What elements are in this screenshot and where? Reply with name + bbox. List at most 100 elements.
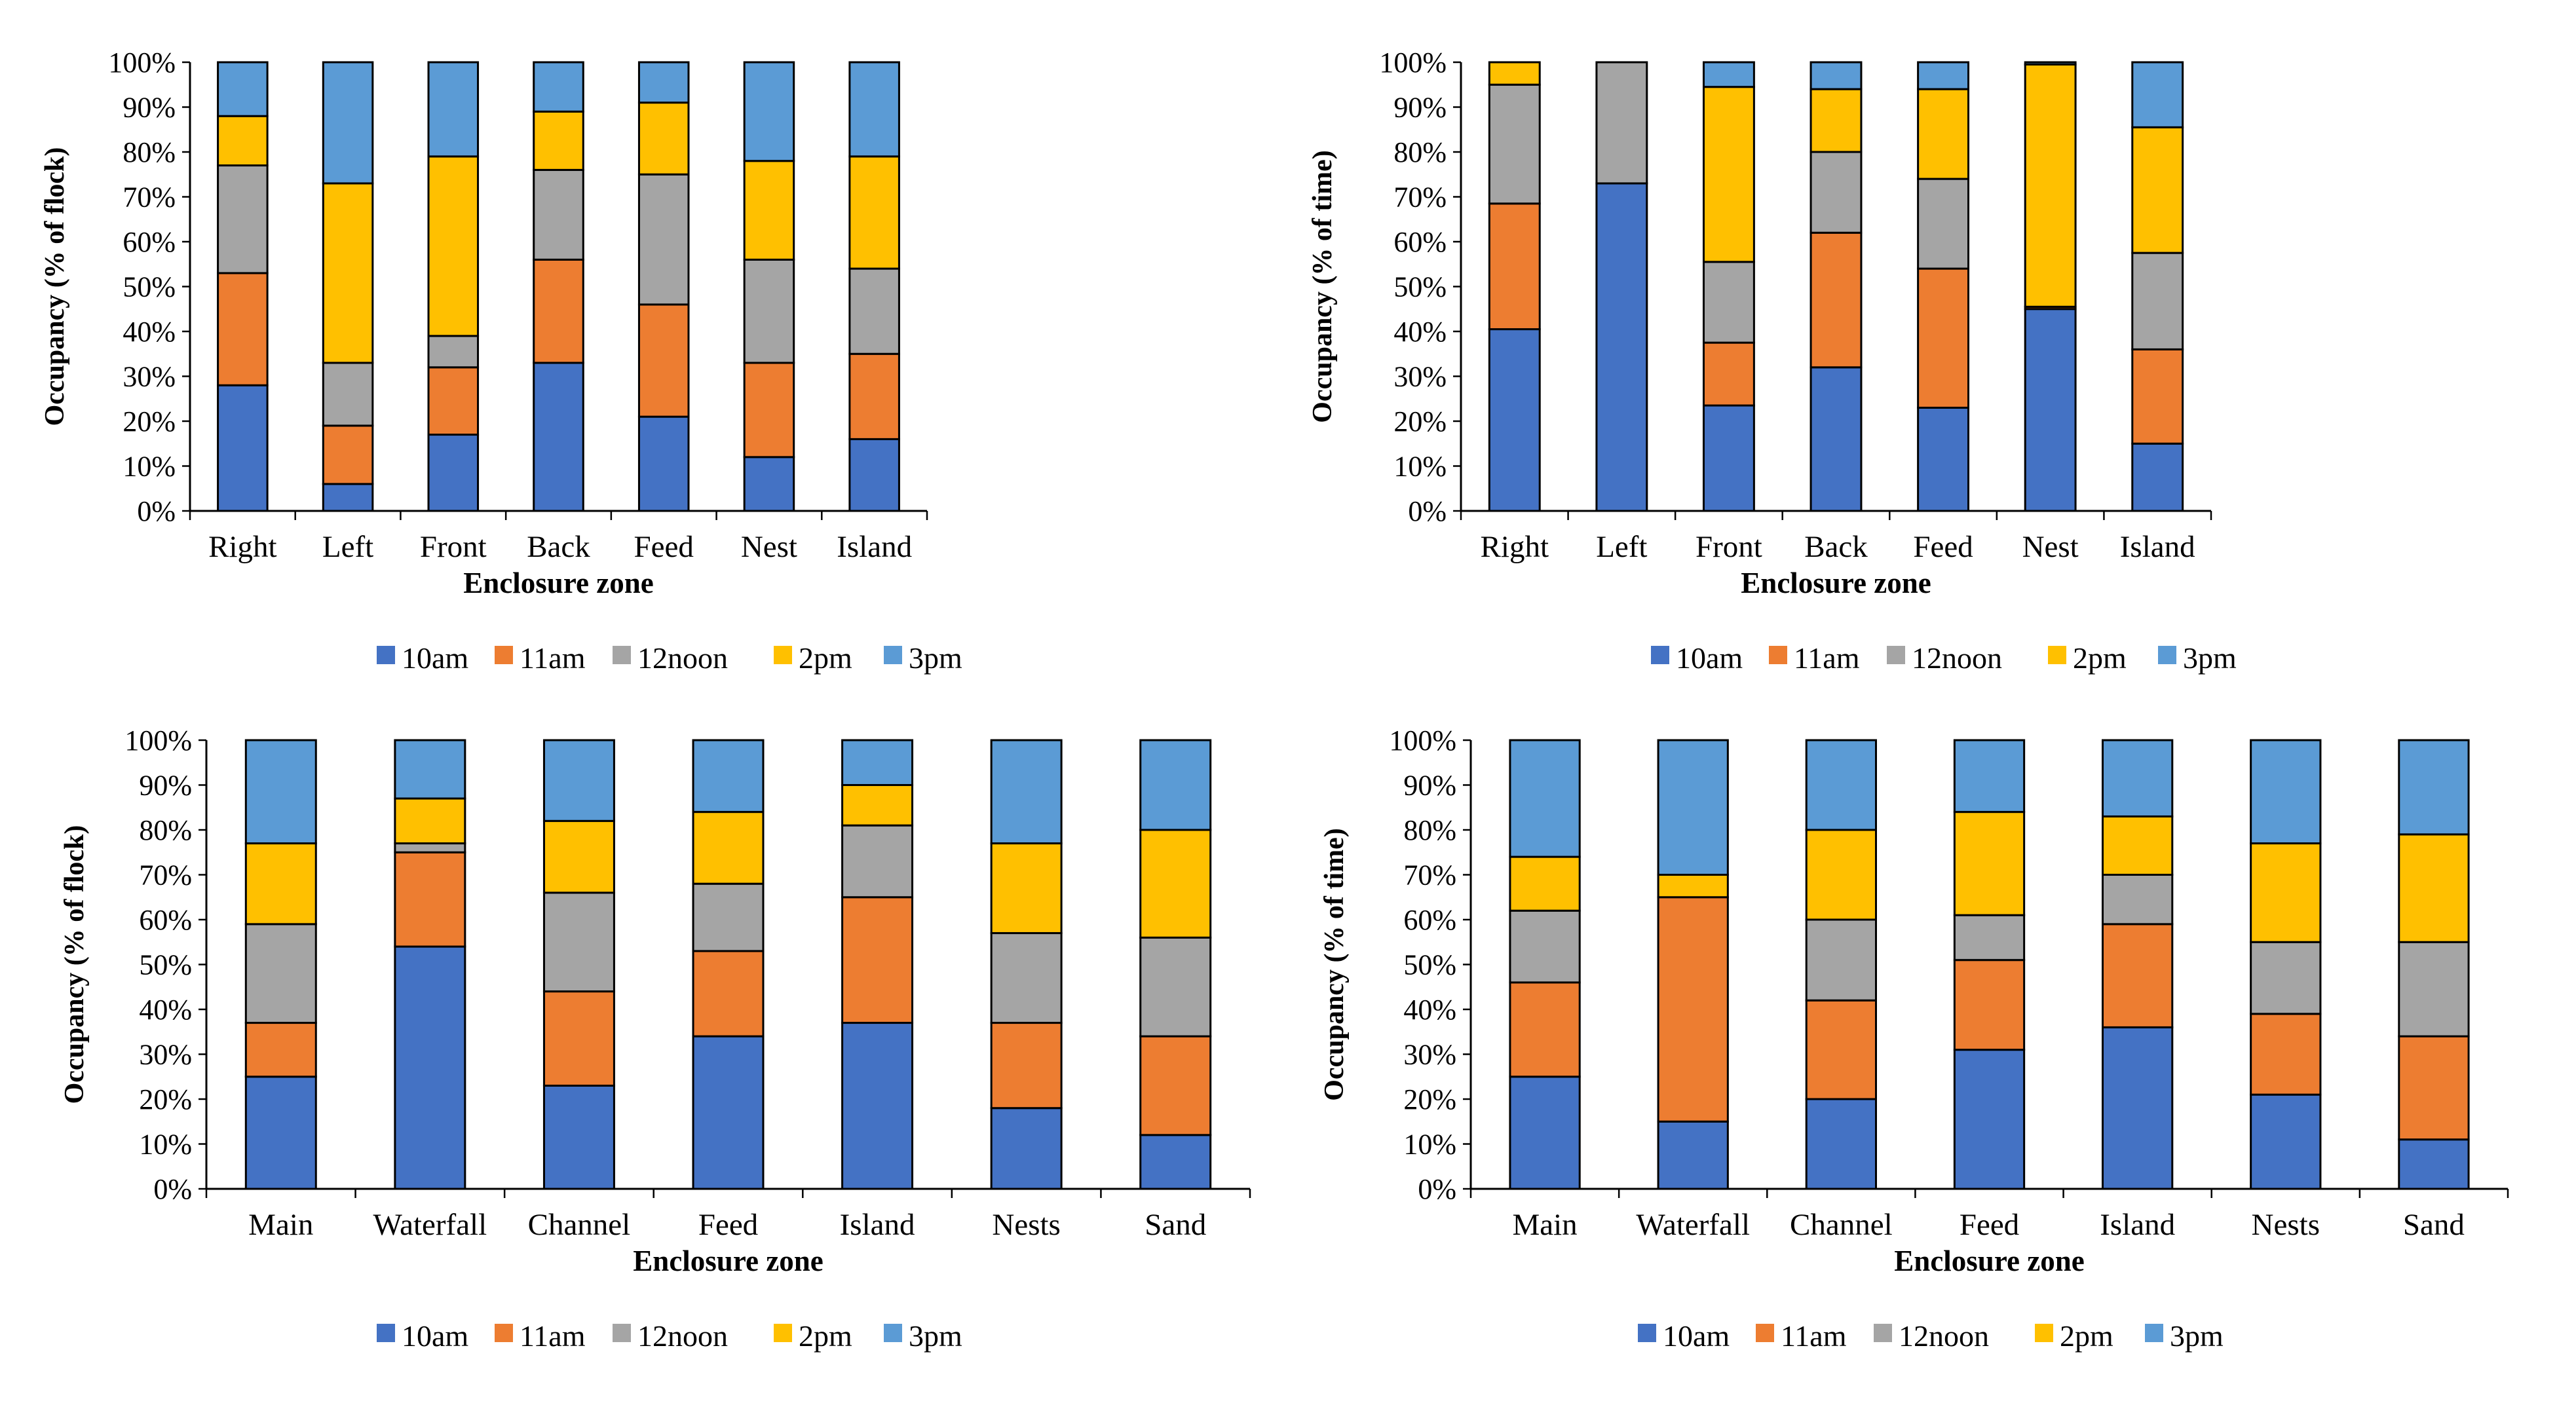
chart-panel-1: Right Left Front Back Feed Nest Island 0% 10% 20%… bbox=[40, 47, 962, 675]
y-tick-label: 50% bbox=[1393, 271, 1447, 303]
y-tick-label: 30% bbox=[139, 1039, 192, 1071]
bar-island-10am bbox=[2131, 442, 2184, 512]
bar-sand-3pm bbox=[1139, 739, 1212, 831]
bar-back-10am bbox=[533, 362, 584, 512]
x-tick-label: Main bbox=[1512, 1208, 1577, 1242]
y-tick-label: 40% bbox=[1403, 994, 1456, 1026]
bar-back-2pm bbox=[533, 110, 584, 171]
x-axis-title: Enclosure zone bbox=[1894, 1245, 2084, 1277]
bar-island-12noon bbox=[841, 824, 914, 899]
x-tick-label: Waterfall bbox=[1636, 1208, 1750, 1242]
x-tick-label: Sand bbox=[1145, 1208, 1206, 1242]
bar-feed-2pm bbox=[692, 811, 765, 885]
x-tick-label: Island bbox=[837, 530, 912, 564]
x-tick-label: Left bbox=[322, 530, 373, 564]
bar-nests-3pm bbox=[990, 739, 1063, 845]
bar-nests-2pm bbox=[990, 842, 1063, 935]
bar-channel-2pm bbox=[542, 819, 615, 894]
legend-label-10am: 10am bbox=[402, 641, 468, 675]
bar-nests-11am bbox=[990, 1022, 1063, 1110]
chart-panel-2: Right Left Front Back Feed Nest Island 0% 10% 20%… bbox=[1308, 47, 2237, 675]
bar-back-2pm bbox=[1809, 88, 1863, 153]
bar-right-12noon bbox=[217, 164, 269, 274]
bar-front-10am bbox=[427, 434, 480, 512]
y-axis-title: Occupancy (% of flock) bbox=[60, 825, 90, 1104]
bar-main-2pm bbox=[244, 842, 317, 926]
bar-waterfall-3pm bbox=[394, 739, 466, 800]
x-tick-label: Left bbox=[1596, 530, 1647, 564]
bar-main-3pm bbox=[1509, 739, 1581, 858]
chart-panel-4: Main Waterfall Channel Feed Island Nests Sand 0… bbox=[1319, 724, 2509, 1353]
legend-label-2pm: 2pm bbox=[799, 1319, 852, 1353]
bar-front-3pm bbox=[1702, 61, 1755, 88]
bar-island-3pm bbox=[2101, 739, 2174, 817]
legend-swatch-11am bbox=[1769, 646, 1787, 664]
bar-main-11am bbox=[1509, 981, 1581, 1078]
y-tick-label: 20% bbox=[1393, 405, 1447, 438]
y-tick-label: 0% bbox=[1408, 495, 1447, 527]
x-tick-label: Island bbox=[2120, 530, 2195, 564]
y-tick-label: 100% bbox=[1379, 47, 1447, 79]
x-tick-label: Island bbox=[840, 1208, 915, 1242]
bar-nests-2pm bbox=[2250, 842, 2322, 943]
bar-sand-10am bbox=[1139, 1134, 1212, 1190]
bar-back-12noon bbox=[1809, 151, 1863, 234]
bar-nests-12noon bbox=[990, 932, 1063, 1024]
y-tick-label: 100% bbox=[1389, 724, 1456, 757]
y-tick-label: 30% bbox=[123, 361, 176, 393]
bar-feed-10am bbox=[692, 1035, 765, 1190]
chart-panel-3: Main Waterfall Channel Feed Island Nests Sand 0… bbox=[60, 724, 1251, 1353]
bar-sand-2pm bbox=[2398, 833, 2470, 943]
legend-label-10am: 10am bbox=[402, 1319, 468, 1353]
legend-label-3pm: 3pm bbox=[909, 641, 962, 675]
bar-nest-11am bbox=[743, 362, 795, 459]
bar-left-2pm bbox=[322, 182, 374, 364]
x-tick-label: Channel bbox=[528, 1208, 631, 1242]
legend-label-3pm: 3pm bbox=[909, 1319, 962, 1353]
legend-swatch-11am bbox=[1756, 1324, 1774, 1342]
bar-waterfall-11am bbox=[394, 851, 466, 948]
legend-label-11am: 11am bbox=[1781, 1319, 1847, 1353]
bar-main-10am bbox=[244, 1076, 317, 1190]
legend-label-11am: 11am bbox=[520, 641, 586, 675]
legend-label-2pm: 2pm bbox=[2060, 1319, 2113, 1353]
bar-island-11am bbox=[848, 352, 900, 440]
bar-nests-12noon bbox=[2250, 941, 2322, 1015]
y-tick-label: 40% bbox=[1393, 316, 1447, 348]
legend-swatch-2pm bbox=[2048, 646, 2066, 664]
bar-feed-12noon bbox=[1953, 914, 2026, 962]
y-tick-label: 20% bbox=[139, 1083, 192, 1115]
legend-label-2pm: 2pm bbox=[2073, 641, 2127, 675]
bar-nest-10am bbox=[2024, 308, 2077, 512]
y-tick-label: 100% bbox=[124, 724, 192, 757]
bar-nest-3pm bbox=[2024, 61, 2077, 66]
bar-sand-2pm bbox=[1139, 829, 1212, 939]
y-tick-label: 70% bbox=[1393, 181, 1447, 214]
legend-label-11am: 11am bbox=[1794, 641, 1860, 675]
legend-swatch-12noon bbox=[1887, 646, 1905, 664]
bar-main-2pm bbox=[1509, 855, 1581, 912]
y-tick-label: 0% bbox=[137, 495, 176, 527]
bar-feed-11am bbox=[1917, 267, 1970, 409]
bar-left-12noon bbox=[1595, 61, 1648, 185]
bar-feed-2pm bbox=[1917, 88, 1970, 180]
bar-back-11am bbox=[533, 258, 584, 364]
x-tick-label: Nest bbox=[741, 530, 797, 564]
legend-label-12noon: 12noon bbox=[637, 1319, 728, 1353]
bar-right-12noon bbox=[1488, 83, 1541, 205]
bar-island-10am bbox=[2101, 1026, 2174, 1190]
legend-swatch-3pm bbox=[884, 646, 902, 664]
bar-sand-11am bbox=[2398, 1035, 2470, 1141]
bar-feed-11am bbox=[692, 950, 765, 1038]
x-tick-label: Back bbox=[1804, 530, 1868, 564]
x-axis-title: Enclosure zone bbox=[633, 1245, 823, 1277]
legend-swatch-3pm bbox=[884, 1324, 902, 1342]
bar-nest-2pm bbox=[743, 160, 795, 261]
y-tick-label: 90% bbox=[123, 92, 176, 124]
bar-nests-10am bbox=[2250, 1093, 2322, 1190]
bar-front-11am bbox=[427, 366, 480, 436]
bar-nest-12noon bbox=[743, 258, 795, 364]
y-tick-label: 20% bbox=[123, 405, 176, 438]
bar-left-10am bbox=[1595, 182, 1648, 512]
